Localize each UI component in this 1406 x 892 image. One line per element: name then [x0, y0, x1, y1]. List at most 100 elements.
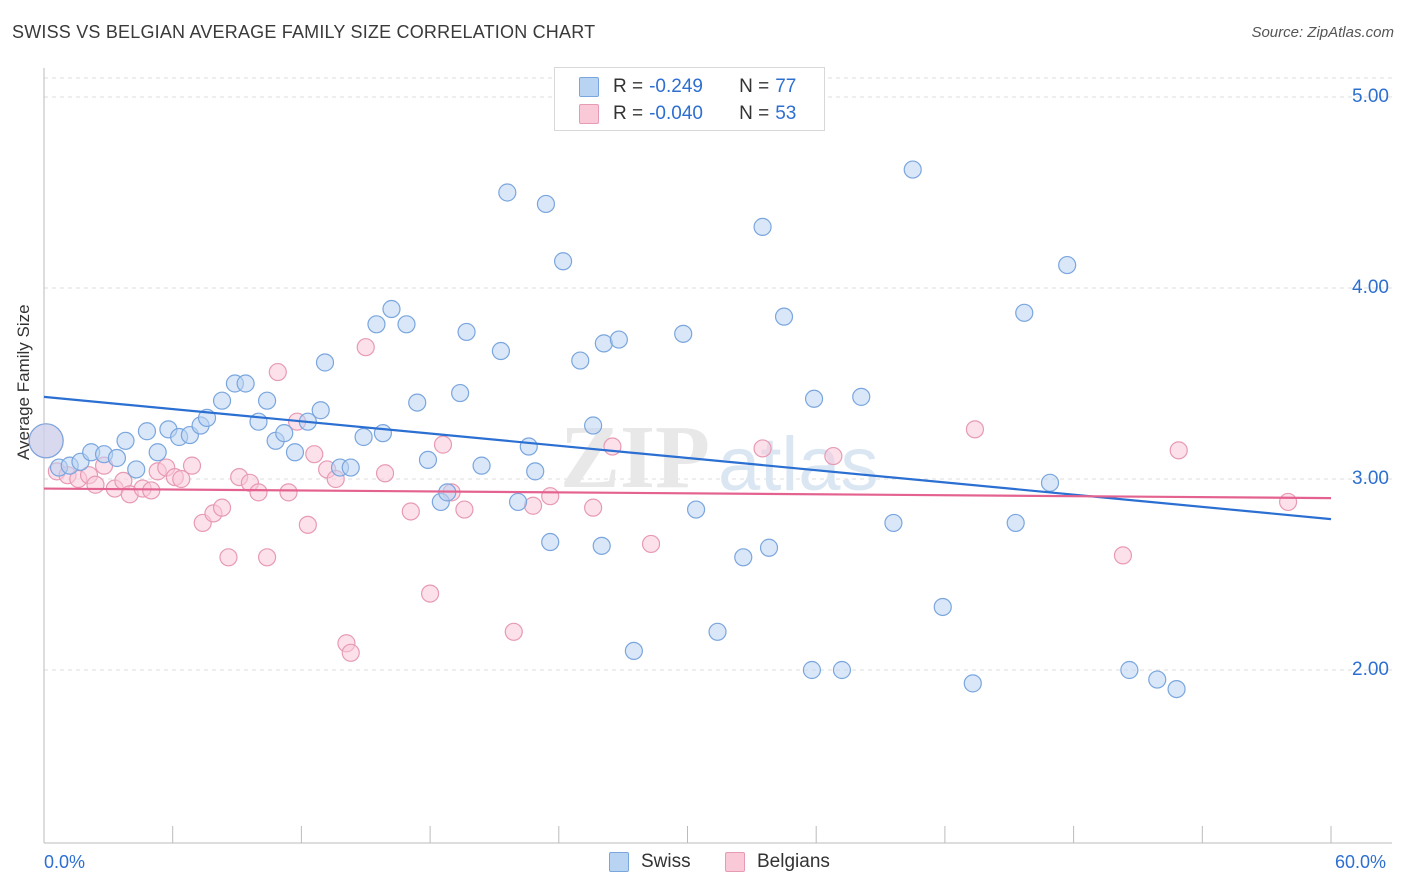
swiss-point-23	[285, 443, 305, 462]
swiss-point-57	[708, 622, 727, 641]
bottom-legend-swiss: Swiss	[609, 851, 691, 873]
belgian-point-35	[375, 464, 395, 483]
swiss-point-59	[753, 217, 772, 236]
swiss-point-6	[107, 448, 127, 468]
swiss-point-67	[903, 160, 922, 179]
legend-row-belgian: R = -0.040 N = 53	[579, 102, 796, 126]
swiss-point-62	[802, 660, 822, 680]
swiss-point-8	[127, 460, 146, 479]
swiss-point-9	[137, 422, 157, 441]
swiss-point-58	[734, 548, 753, 567]
swiss-point-40	[472, 456, 491, 475]
belgian-point-38	[433, 435, 453, 454]
swiss-point-71	[1015, 303, 1034, 322]
belgian-point-51	[1169, 441, 1188, 460]
swiss-point-44	[519, 437, 538, 456]
belgian-point-36	[401, 502, 420, 521]
belgian-swatch	[579, 104, 599, 124]
source-label: Source: ZipAtlas.com	[1251, 24, 1394, 41]
swiss-point-39	[457, 322, 476, 342]
swiss-point-38	[451, 383, 470, 403]
swiss-point-22	[275, 424, 294, 443]
swiss-point-52	[594, 334, 613, 353]
belgian-point-26	[279, 483, 298, 502]
belgian-n-value: 53	[775, 103, 797, 124]
belgian-point-24	[257, 548, 277, 567]
swiss-point-61	[774, 307, 794, 326]
belgian-point-43	[541, 487, 560, 506]
swiss-point-43	[508, 492, 528, 512]
belgian-n-label: N =	[739, 103, 770, 124]
belgian-trend-line	[43, 487, 1332, 500]
swiss-point-46	[536, 194, 556, 214]
swiss-point-31	[373, 424, 393, 443]
chart-title: SWISS VS BELGIAN AVERAGE FAMILY SIZE COR…	[12, 22, 596, 42]
swiss-point-45	[526, 462, 545, 481]
swiss-n-value: 77	[775, 76, 797, 97]
y-tick-label-0: 2.00	[1352, 659, 1389, 680]
swiss-point-60	[759, 538, 779, 557]
belgian-r-value: -0.040	[649, 103, 703, 124]
y-tick-label-1: 3.00	[1352, 468, 1389, 489]
swiss-point-54	[624, 641, 643, 661]
swiss-point-69	[963, 674, 982, 693]
swiss-point-16	[212, 391, 232, 410]
belgian-point-28	[298, 515, 317, 534]
belgian-point-40	[455, 500, 474, 519]
swiss-point-28	[341, 458, 360, 477]
belgian-point-52	[1278, 492, 1298, 512]
swiss-point-48	[553, 252, 573, 271]
belgian-point-23	[249, 483, 268, 502]
swiss-point-47	[541, 532, 560, 552]
belgian-point-48	[824, 446, 843, 466]
swiss-point-50	[584, 416, 603, 435]
swiss-point-34	[408, 393, 427, 412]
belgian-point-5	[86, 475, 105, 494]
swiss-point-0	[28, 423, 64, 459]
swiss-point-51	[592, 536, 611, 555]
belgian-point-34	[356, 338, 375, 357]
belgian-point-42	[523, 496, 543, 515]
swiss-point-74	[1120, 660, 1139, 680]
belgian-point-49	[965, 420, 985, 439]
x-tick-label-max: 60.0%	[1335, 852, 1387, 872]
swiss-point-41	[491, 341, 510, 361]
swiss-point-70	[1006, 513, 1025, 533]
swiss-point-32	[382, 299, 401, 319]
swiss-legend-label: Swiss	[641, 851, 691, 872]
swiss-trend-line	[43, 395, 1332, 521]
belgian-point-50	[1113, 546, 1133, 565]
swiss-point-73	[1058, 255, 1077, 275]
swiss-point-49	[571, 351, 590, 370]
belgian-point-46	[641, 534, 661, 554]
swiss-point-76	[1167, 679, 1186, 699]
swiss-point-63	[804, 389, 824, 408]
swiss-point-53	[609, 330, 628, 349]
legend-row-swiss: R = -0.249 N = 77	[579, 75, 796, 99]
swiss-point-26	[315, 353, 335, 372]
swiss-point-10	[148, 443, 167, 462]
correlation-legend: R = -0.249 N = 77 R = -0.040 N = 53	[554, 67, 825, 131]
swiss-point-66	[884, 513, 903, 533]
belgian-point-33	[341, 643, 360, 662]
y-axis-label: Average Family Size	[14, 304, 33, 460]
belgian-point-44	[584, 498, 603, 517]
swiss-point-33	[397, 315, 416, 334]
swiss-r-value: -0.249	[649, 76, 703, 97]
grid-lines	[44, 77, 1392, 671]
swiss-point-20	[257, 391, 277, 410]
swiss-point-30	[367, 315, 386, 334]
swiss-point-25	[311, 401, 330, 420]
swiss-point-42	[498, 183, 517, 202]
x-tick-label-min: 0.0%	[44, 852, 86, 872]
belgian-point-37	[421, 584, 440, 603]
belgian-r-label: R =	[613, 103, 644, 124]
y-tick-label-2: 4.00	[1352, 277, 1389, 298]
swiss-point-56	[686, 500, 706, 519]
bottom-legend-belgian: Belgians	[725, 851, 830, 873]
swiss-legend-swatch	[609, 852, 629, 872]
swiss-swatch	[579, 77, 599, 97]
belgian-point-19	[212, 498, 232, 517]
swiss-point-55	[674, 324, 693, 343]
